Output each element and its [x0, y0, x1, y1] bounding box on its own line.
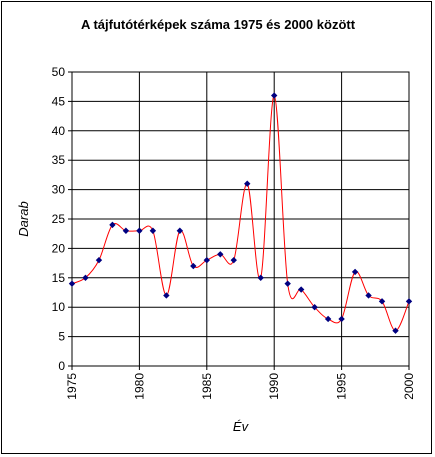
data-point: [378, 298, 386, 305]
data-point: [68, 280, 76, 287]
data-point: [203, 256, 210, 264]
x-tick-label: 1980: [132, 373, 146, 400]
data-point: [338, 315, 345, 323]
data-point: [95, 256, 103, 264]
y-axis: 0 5 10 15 20 25 30 35 40 45 50: [52, 65, 72, 373]
y-tick-label: 20: [52, 241, 66, 255]
data-point: [122, 227, 130, 234]
data-point: [365, 292, 372, 299]
y-tick-label: 5: [58, 330, 65, 344]
data-point: [217, 251, 224, 258]
series-markers: [68, 92, 413, 334]
y-axis-label: Darab: [16, 201, 31, 236]
y-tick-label: 0: [58, 359, 65, 373]
x-tick-label: 1985: [200, 373, 214, 400]
data-point: [136, 227, 143, 234]
data-point: [244, 180, 251, 187]
data-point: [149, 227, 157, 234]
data-point: [109, 221, 116, 229]
y-tick-label: 30: [52, 183, 66, 197]
data-point: [297, 286, 305, 293]
data-point: [190, 262, 197, 270]
x-tick-label: 1975: [65, 373, 79, 400]
data-point: [351, 268, 359, 276]
data-point: [257, 274, 264, 281]
data-point: [163, 292, 170, 299]
x-tick-label: 2000: [402, 373, 416, 400]
y-tick-label: 10: [52, 300, 66, 314]
data-point: [82, 274, 89, 281]
data-point: [230, 256, 237, 264]
data-point: [271, 92, 278, 99]
y-tick-label: 50: [52, 65, 66, 79]
y-tick-label: 45: [52, 94, 66, 108]
y-tick-label: 25: [52, 212, 66, 226]
y-tick-label: 40: [52, 124, 66, 138]
chart-title: A tájfutótérképek száma 1975 és 2000 köz…: [81, 17, 356, 32]
y-tick-label: 15: [52, 271, 66, 285]
x-tick-label: 1995: [335, 373, 349, 400]
data-point: [311, 304, 318, 311]
data-point: [405, 298, 413, 305]
x-axis: 1975 1980 1985 1990 1995 2000: [65, 366, 416, 400]
x-tick-label: 1990: [267, 373, 281, 400]
data-point: [392, 327, 399, 334]
y-tick-label: 35: [52, 153, 66, 167]
data-point: [176, 227, 184, 234]
x-axis-label: Év: [233, 419, 250, 434]
data-point: [324, 315, 332, 323]
data-point: [284, 280, 291, 287]
